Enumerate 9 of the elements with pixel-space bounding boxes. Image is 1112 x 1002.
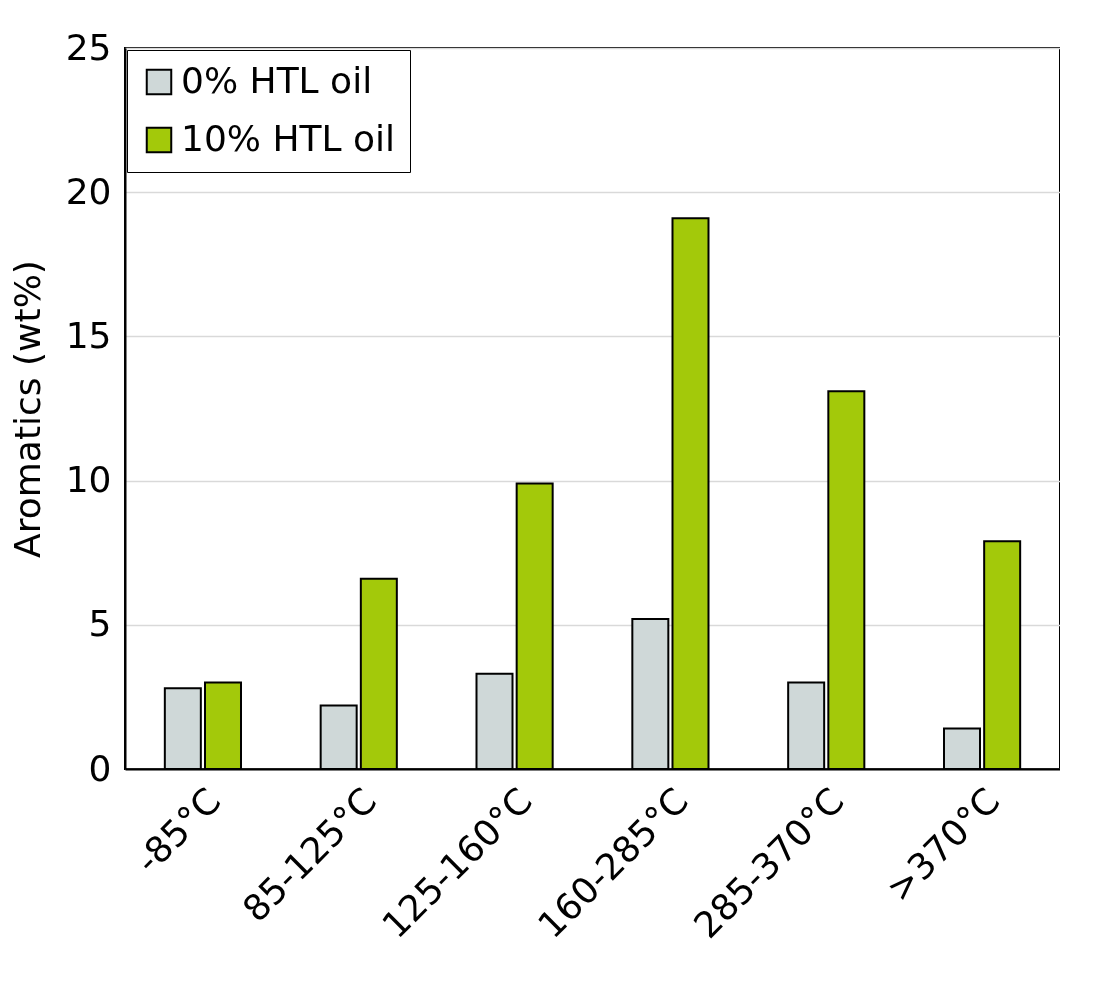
y-tick-label: 20	[65, 170, 112, 212]
y-tick-label: 25	[65, 26, 112, 68]
y-tick-label: 15	[65, 314, 112, 356]
y-tick-label: 10	[65, 459, 112, 501]
y-axis-title: Aromatics (wt%)	[6, 260, 48, 558]
legend-label: 10% HTL oil	[181, 118, 396, 159]
legend-label: 0% HTL oil	[181, 60, 373, 101]
y-tick-label: 0	[88, 747, 112, 789]
y-tick-label: 5	[88, 603, 112, 645]
